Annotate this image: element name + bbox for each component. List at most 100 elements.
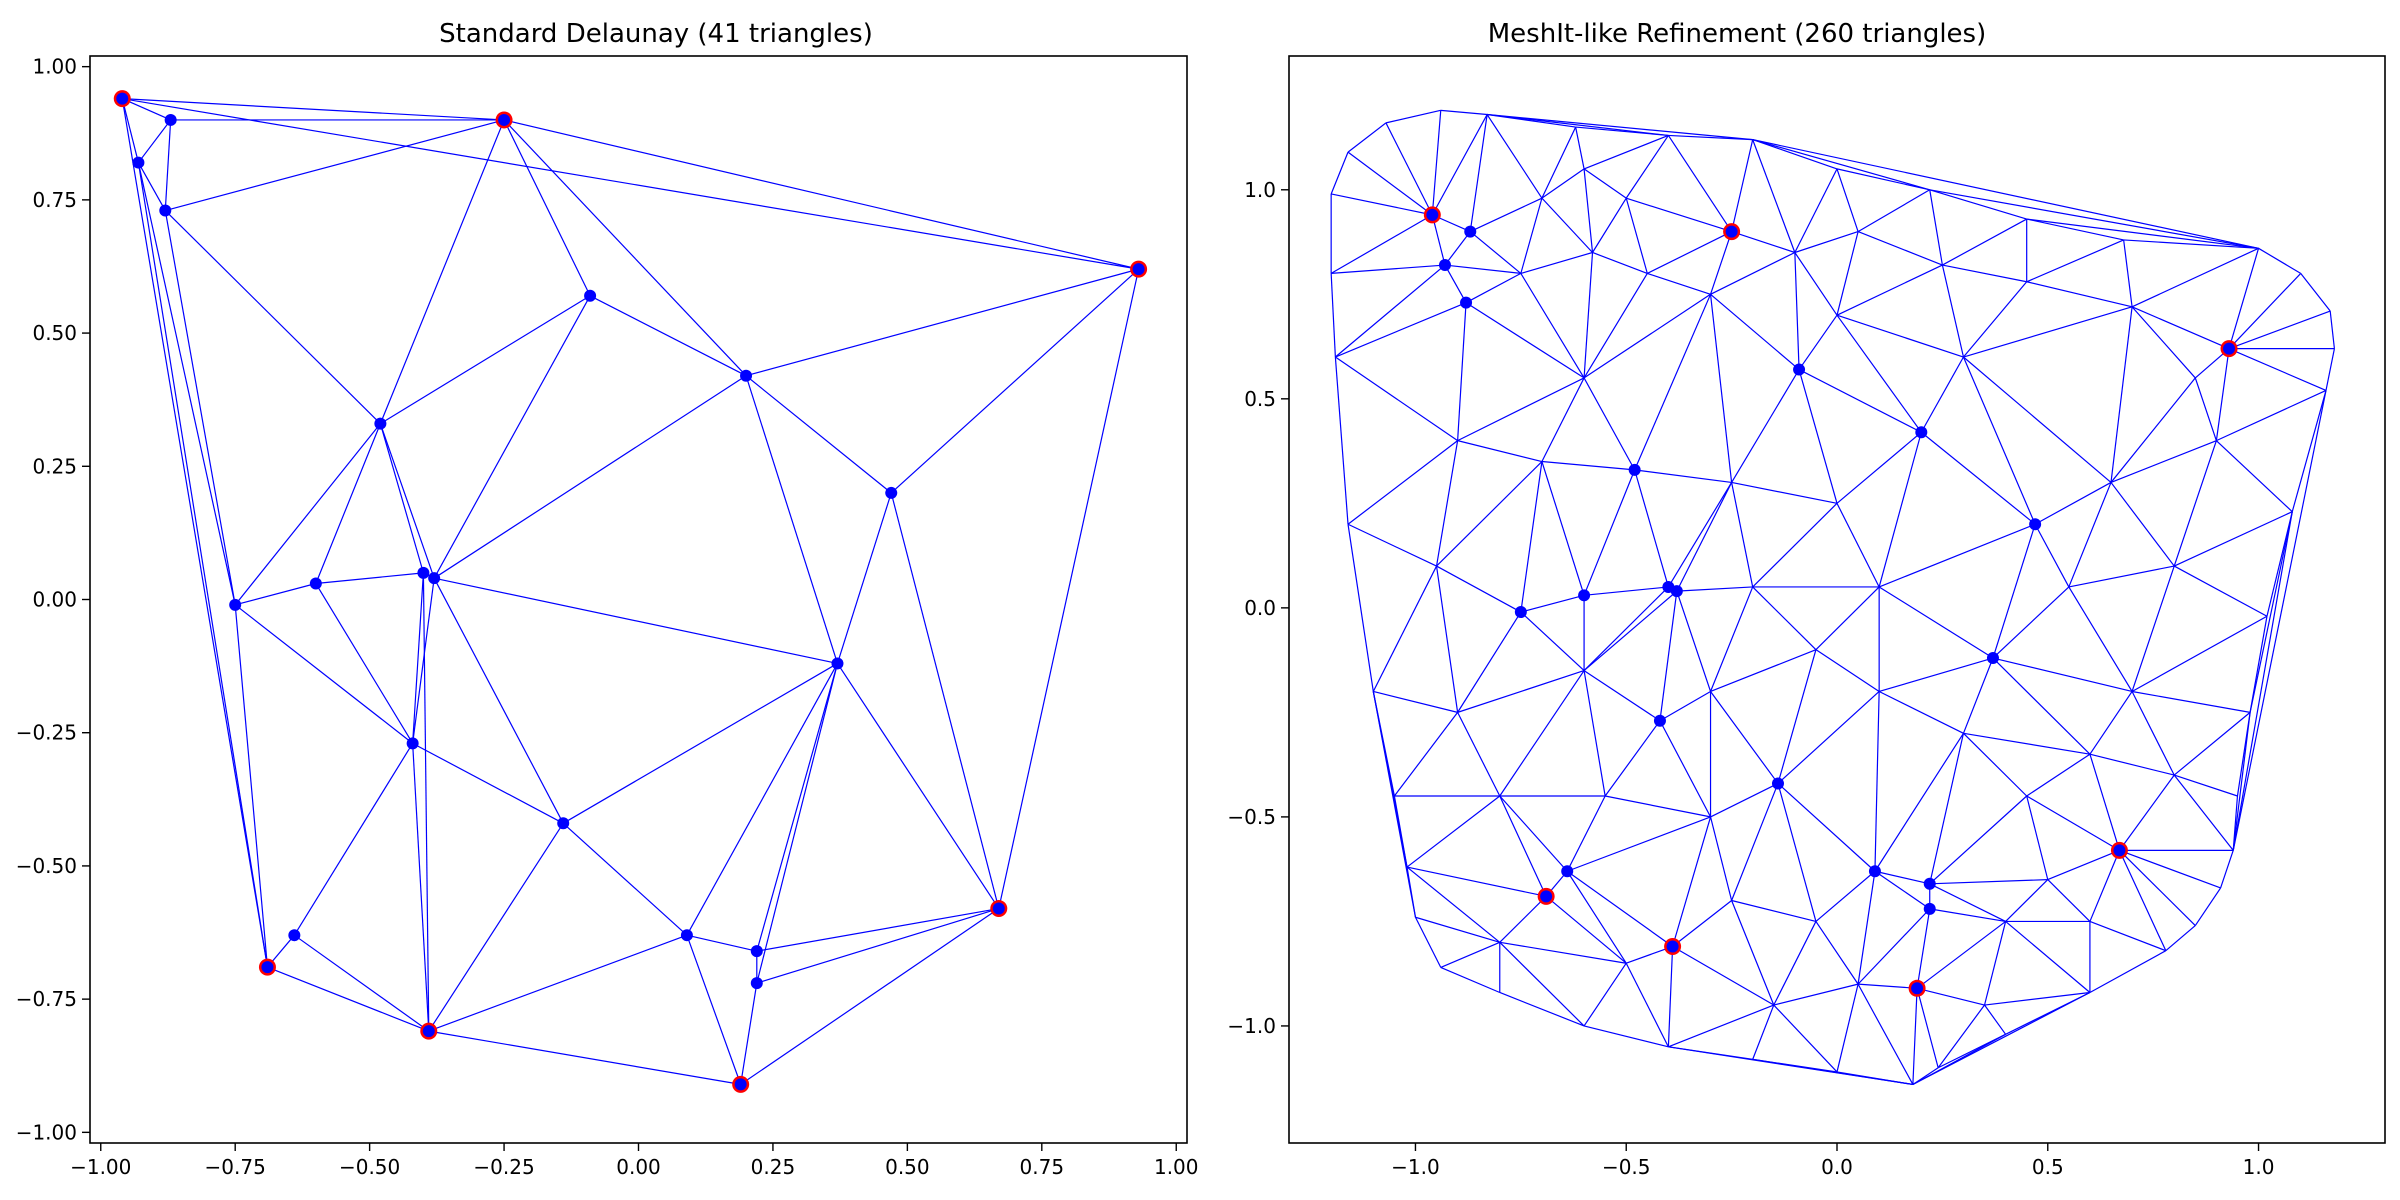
triangle-edge xyxy=(1912,1067,1939,1085)
triangle-edge xyxy=(562,662,838,824)
triangle-edge xyxy=(235,582,317,606)
triangle-edge xyxy=(1942,264,2027,283)
data-point xyxy=(422,1025,435,1038)
triangle-edge xyxy=(1710,293,1800,371)
triangle-edge xyxy=(1334,356,1349,525)
triangle-edge xyxy=(589,295,747,377)
triangle-edge xyxy=(1916,987,1985,1006)
triangle-edge xyxy=(1435,440,1459,567)
triangle-edge xyxy=(1794,168,1838,253)
triangle-edge xyxy=(1672,945,1775,1006)
triangle-edge xyxy=(137,162,236,605)
y-tick-label: 0.25 xyxy=(32,454,77,478)
triangle-edge xyxy=(1567,816,1711,872)
triangle-edge xyxy=(2174,774,2238,797)
triangle-edge xyxy=(2089,753,2175,776)
triangle-edge xyxy=(2165,925,2196,952)
triangle-edge xyxy=(2034,523,2070,588)
triangle-edge xyxy=(1676,586,1753,592)
triangle-edge xyxy=(1406,866,1547,897)
triangle-edge xyxy=(122,98,171,121)
triangle-edge xyxy=(1431,110,1442,215)
triangle-edge xyxy=(1984,991,2090,1006)
triangle-edge xyxy=(756,663,839,984)
triangle-edge xyxy=(1431,214,1446,266)
triangle-edge xyxy=(1440,966,1501,994)
triangle-edge xyxy=(293,934,430,1032)
triangle-edge xyxy=(2110,377,2196,483)
data-point xyxy=(680,929,693,942)
triangle-edge xyxy=(1444,264,1467,303)
triangle-edge xyxy=(315,583,414,744)
triangle-edge xyxy=(1457,377,1585,442)
triangle-edge xyxy=(1415,916,1500,943)
x-tick-label: 0.75 xyxy=(1020,1155,1065,1179)
triangle-edge xyxy=(2173,774,2234,851)
triangle-edge xyxy=(2228,248,2260,349)
triangle-edge xyxy=(1541,377,1585,462)
data-point xyxy=(1923,877,1936,890)
triangle-edge xyxy=(1920,431,2036,525)
data-point xyxy=(417,566,430,579)
triangle-edge xyxy=(2291,390,2327,512)
triangle-edge xyxy=(1583,273,1648,379)
triangle-edge xyxy=(1709,294,1733,483)
x-tick-label: −1.0 xyxy=(1391,1155,1440,1179)
triangle-edge xyxy=(686,934,757,952)
triangle-edge xyxy=(1520,273,1585,379)
triangle-edge xyxy=(1916,988,1939,1068)
triangle-edge xyxy=(1815,586,1880,651)
triangle-edge xyxy=(164,119,172,211)
triangle-edge xyxy=(137,162,166,211)
triangle-edge xyxy=(1941,264,1965,358)
triangle-edge xyxy=(1874,732,1964,872)
data-point xyxy=(992,902,1005,915)
triangle-edge xyxy=(2047,879,2091,922)
triangle-edge xyxy=(1912,988,1918,1085)
triangle-edge xyxy=(1992,586,2070,659)
triangle-edge xyxy=(1583,168,1594,253)
data-point xyxy=(1986,652,1999,665)
triangle-edge xyxy=(1667,482,1733,588)
y-tick-label: −1.0 xyxy=(1227,1014,1276,1038)
triangle-edge xyxy=(428,1030,741,1085)
triangle-edge xyxy=(1752,139,1838,170)
data-point xyxy=(740,369,753,382)
data-point xyxy=(309,577,322,590)
triangle-edge xyxy=(1583,670,1661,722)
panel-standard-delaunay: Standard Delaunay (41 triangles) −1.00 −0… xyxy=(16,19,1199,1179)
data-point xyxy=(2113,844,2126,857)
triangle-edge xyxy=(1929,733,1965,884)
triangle-edge xyxy=(1878,690,1964,734)
triangle-edge xyxy=(2068,586,2133,692)
x-tick-label: −0.50 xyxy=(339,1155,400,1179)
triangle-edge xyxy=(1659,690,1711,722)
data-point xyxy=(885,486,898,499)
triangle-edge xyxy=(740,983,758,1085)
triangle-edge xyxy=(1773,983,1859,1006)
x-tick-label: 0.0 xyxy=(1821,1155,1853,1179)
y-tick-label: −0.25 xyxy=(16,721,77,745)
triangle-edge xyxy=(1591,197,1627,253)
triangle-edge xyxy=(2110,306,2133,483)
triangle-edge xyxy=(1874,870,1930,885)
triangle-edge xyxy=(1499,941,1585,1027)
triangle-edge xyxy=(164,210,381,425)
triangle-edge xyxy=(1372,691,1395,797)
triangle-edge xyxy=(2034,481,2112,525)
data-point xyxy=(1666,940,1679,953)
triangle-edge xyxy=(1752,586,1817,651)
triangle-edge xyxy=(1773,1004,1838,1073)
data-point xyxy=(1460,296,1473,309)
x-tick-label: 1.0 xyxy=(2243,1155,2275,1179)
triangle-edge xyxy=(2089,920,2167,952)
triangle-edge xyxy=(1605,795,1711,818)
y-tick-label: −0.5 xyxy=(1227,805,1276,829)
data-point xyxy=(1561,865,1574,878)
triangle-edge xyxy=(1583,1025,1669,1048)
triangle-edge xyxy=(1566,870,1673,947)
triangulation-edges xyxy=(121,98,1140,1085)
triangle-edge xyxy=(122,98,505,121)
triangle-edge xyxy=(2194,887,2222,926)
triangle-edge xyxy=(1465,272,1522,304)
